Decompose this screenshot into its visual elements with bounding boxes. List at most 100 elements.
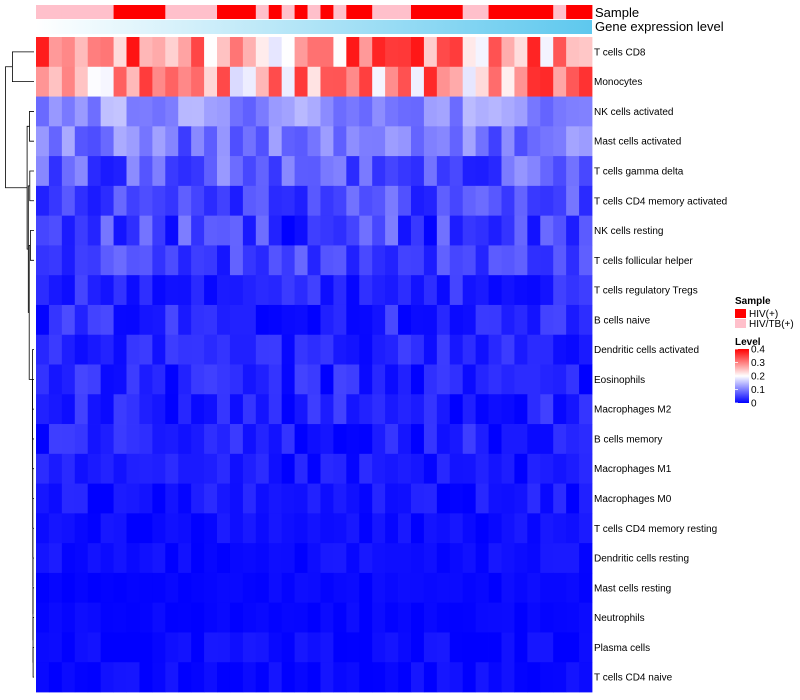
heatmap-cell [48,215,63,246]
heatmap-cell [540,185,554,217]
heatmap-cell [449,334,464,365]
heatmap-cell [152,96,166,127]
heatmap-cell [346,156,360,187]
heatmap-cell [527,662,541,693]
heatmap-cell [74,602,89,633]
heatmap-cell [488,364,502,395]
heatmap-cell [449,126,464,157]
heatmap-cell [204,662,218,693]
heatmap-cell [307,156,321,187]
heatmap-cell [61,364,76,395]
heatmap-cell [255,334,270,365]
sample-annotation-cell [229,5,244,19]
heatmap-cell [191,245,205,276]
heatmap-cell [113,662,127,693]
sample-annotation-cell [527,5,541,19]
heatmap-cell [527,304,541,336]
heatmap-cell [540,96,554,127]
heatmap-cell [579,632,593,663]
heatmap-cell [372,215,386,246]
heatmap-cell [307,364,321,395]
heatmap-cell [462,453,477,484]
heatmap-cell [178,394,192,425]
heatmap-cell [152,364,166,395]
heatmap-cell [579,37,593,68]
heatmap-cell [178,334,192,365]
heatmap-cell [346,602,360,633]
heatmap-cell [229,37,244,68]
heatmap-cell [294,245,308,276]
heatmap-cell [398,453,412,484]
heatmap-cell [553,185,567,217]
heatmap-cell [61,334,76,365]
heatmap-cell [165,602,179,633]
heatmap-cell [423,453,438,484]
heatmap-cell [217,185,231,217]
heatmap-cell [320,394,334,425]
heatmap-cell [553,662,567,693]
heatmap-cell [333,215,347,246]
heatmap-cell [346,37,360,68]
heatmap-cell [436,185,451,217]
heatmap-cell [436,364,451,395]
heatmap-cell [255,275,270,306]
heatmap-cell [152,66,166,97]
heatmap-cell [501,37,515,68]
heatmap-cell [475,424,489,455]
heatmap-cell [100,215,114,246]
heatmap-cell [346,66,360,97]
heatmap-cell [320,96,334,127]
row-label: Plasma cells [594,643,650,654]
heatmap-cell [152,215,166,246]
heatmap-cell [48,156,63,187]
heatmap-cell [204,364,218,395]
heatmap-cell [540,215,554,246]
heatmap-cell [165,215,179,246]
heatmap-cell [229,66,244,97]
heatmap-cell [204,304,218,336]
heatmap-cell [281,572,295,604]
heatmap-cell [294,424,308,455]
heatmap-cell [372,364,386,395]
heatmap-cell [152,394,166,425]
heatmap-cell [333,572,347,604]
heatmap-cell [242,96,257,127]
heatmap-cell [410,304,425,336]
heatmap-cell [423,66,438,97]
heatmap-cell [204,572,218,604]
heatmap-cell [87,602,102,633]
heatmap-cell [423,572,438,604]
heatmap-cell [242,572,257,604]
heatmap-cell [36,66,50,97]
heatmap-cell [372,126,386,157]
heatmap-cell [48,483,63,514]
dendrogram-branch [30,230,34,261]
heatmap-cell [540,602,554,633]
heatmap-cell [139,304,153,336]
heatmap-cell [113,156,127,187]
heatmap-cell [268,96,283,127]
sample-annotation-cell [410,5,425,19]
heatmap-cell [204,394,218,425]
heatmap-cell [255,304,270,336]
heatmap-cell [398,37,412,68]
heatmap-cell [152,245,166,276]
heatmap-cell [36,602,50,633]
heatmap-cell [217,572,231,604]
heatmap-cell [178,572,192,604]
heatmap-cell [359,66,373,97]
heatmap-cell [217,662,231,693]
heatmap-cell [553,602,567,633]
heatmap-cell [398,602,412,633]
heatmap-cell [540,275,554,306]
heatmap-cell [100,453,114,484]
heatmap-cell [385,453,399,484]
heatmap-cell [475,513,489,544]
heatmap-cell [475,394,489,425]
heatmap-cell [372,572,386,604]
heatmap-cell [191,37,205,68]
heatmap-cell [242,334,257,365]
heatmap-cell [385,156,399,187]
heatmap-cell [229,156,244,187]
